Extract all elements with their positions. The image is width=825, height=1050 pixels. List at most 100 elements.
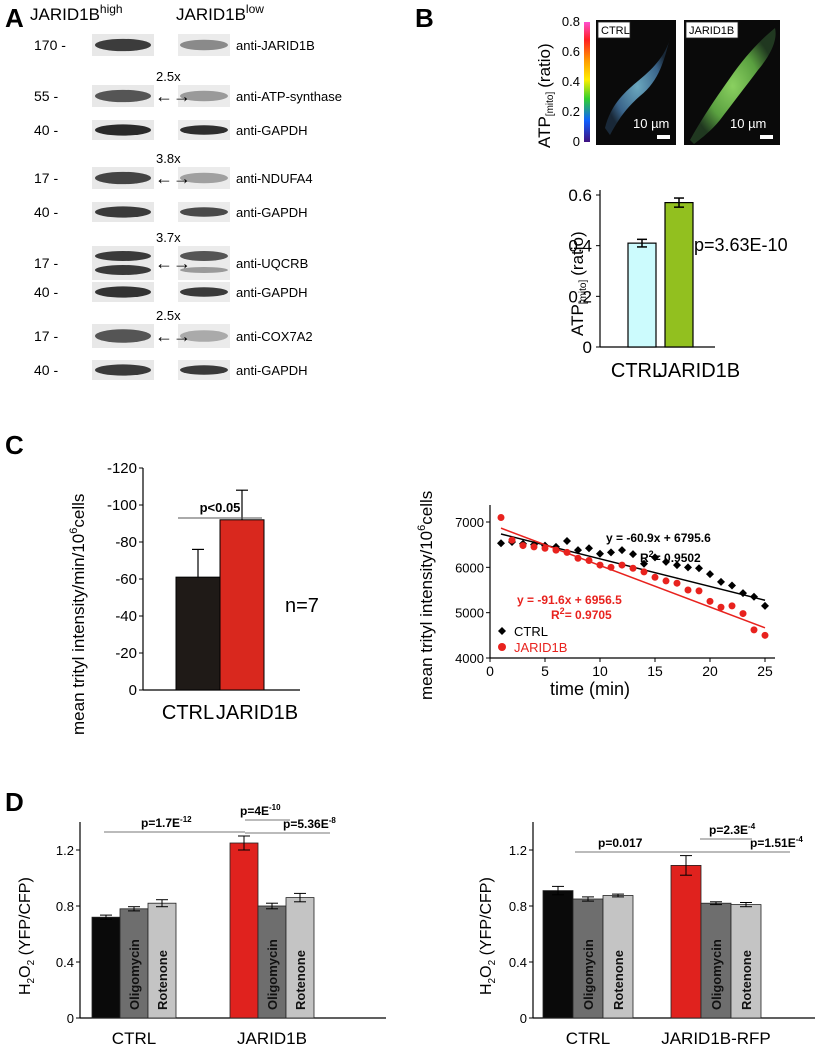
blot-band-low xyxy=(180,251,228,261)
molecular-weight-label: 17 - xyxy=(34,255,58,271)
data-point-jarid1b xyxy=(596,561,604,569)
x-category-label: CTRL xyxy=(162,702,214,724)
blot-band-low xyxy=(180,125,228,135)
blot-band-high xyxy=(95,124,151,136)
blot-band-high xyxy=(95,206,151,218)
y-axis-label-unit: (YFP/CFP) xyxy=(478,877,495,960)
blot-band-low xyxy=(180,90,228,102)
y-axis-label-sup: 6 xyxy=(416,525,428,531)
colorbar-tick-label: 0.2 xyxy=(562,104,580,119)
data-point-jarid1b xyxy=(585,557,593,565)
significance-exponent: -10 xyxy=(269,803,281,812)
data-point-ctrl xyxy=(662,557,670,566)
significance-exponent: -4 xyxy=(748,822,756,831)
y-axis-label-end: cells xyxy=(69,494,88,528)
data-point-ctrl xyxy=(717,577,725,586)
y-tick-label: -120 xyxy=(107,460,137,477)
data-point-ctrl xyxy=(585,544,593,553)
bar xyxy=(285,897,315,1019)
fold-change-label: 2.5x xyxy=(156,69,181,84)
data-point-jarid1b xyxy=(508,536,516,544)
n-label: n=7 xyxy=(285,595,319,617)
y-tick-label: 0.6 xyxy=(568,186,592,205)
data-point-ctrl xyxy=(651,553,659,562)
blot-band-high xyxy=(95,38,151,52)
bar xyxy=(257,905,287,1019)
y-tick-label: 5000 xyxy=(455,606,484,621)
y-tick-label: -60 xyxy=(115,571,137,588)
x-category-label: JARID1B-RFP xyxy=(661,1029,771,1048)
significance-base: p=2.3E xyxy=(709,823,748,837)
bar xyxy=(627,242,657,348)
r-sup: 2 xyxy=(649,549,654,559)
fold-change-arrow: ←→ xyxy=(155,86,191,106)
y-tick-label: 1.2 xyxy=(56,843,74,858)
blot-band-high xyxy=(95,171,151,185)
blot-band-high xyxy=(95,265,151,275)
bar-inside-label: Oligomycin xyxy=(127,939,142,1010)
data-point-jarid1b xyxy=(706,597,714,605)
x-category-label: JARID1B xyxy=(216,702,298,724)
y-tick-label: 0.4 xyxy=(56,955,74,970)
molecular-weight-label: 55 - xyxy=(34,88,58,104)
y-axis-label: mean trityl intensity/min/106cells xyxy=(68,494,88,735)
x-category-label: JARID1B xyxy=(658,360,740,382)
regression-line xyxy=(500,527,766,629)
blot-antibody-label: anti-ATP-synthase xyxy=(236,89,342,104)
colorbar-tick-label: 0.4 xyxy=(562,74,580,89)
molecular-weight-label: 40 - xyxy=(34,362,58,378)
bar-inside-label: Rotenone xyxy=(155,950,170,1010)
significance-base: p=4E xyxy=(240,804,269,818)
data-point-jarid1b xyxy=(695,587,703,595)
bar-inside-label: Rotenone xyxy=(611,950,626,1010)
colorbar-tick-label: 0.6 xyxy=(562,44,580,59)
bar-inside-label: Oligomycin xyxy=(709,939,724,1010)
blot-antibody-label: anti-JARID1B xyxy=(236,38,315,53)
panel-b-atp-imaging: ATP[mito] (ratio) 0.8 0.6 0.4 0.2 0 CTRL 10 µ… xyxy=(535,14,788,382)
bar-inside-label: Oligomycin xyxy=(265,939,280,1010)
bar xyxy=(91,916,121,1019)
y-axis-label-sub1: 2 xyxy=(487,977,498,983)
data-point-ctrl xyxy=(728,581,736,590)
image-jarid1b-label: JARID1B xyxy=(689,25,734,37)
y-axis-label-o: O xyxy=(478,965,495,977)
x-tick-label: 0 xyxy=(486,663,494,679)
blot-antibody-label: anti-NDUFA4 xyxy=(236,171,313,186)
data-point-jarid1b xyxy=(728,602,736,610)
blot-antibody-label: anti-GAPDH xyxy=(236,363,308,378)
legend-label-jarid1b: JARID1B xyxy=(514,640,567,655)
fold-change-label: 2.5x xyxy=(156,308,181,323)
r-squared-ctrl: R2= 0.9502 xyxy=(640,549,701,565)
significance-base: p=5.36E xyxy=(283,817,329,831)
data-point-ctrl xyxy=(684,563,692,572)
bar xyxy=(700,902,732,1019)
x-category-label: CTRL xyxy=(566,1029,610,1048)
bar xyxy=(175,576,221,691)
y-tick-label: 1.2 xyxy=(509,843,527,858)
data-point-ctrl xyxy=(607,548,615,557)
significance-base: p=1.7E xyxy=(141,816,180,830)
data-point-ctrl xyxy=(629,550,637,559)
r-letter: R xyxy=(551,608,560,622)
column-header-high: JARID1Bhigh xyxy=(30,2,123,24)
y-axis-label-main: ATP xyxy=(568,304,587,336)
equation-ctrl: y = -60.9x + 6795.6 xyxy=(606,531,711,545)
image-jarid1b-label-box xyxy=(685,21,739,39)
molecular-weight-label: 40 - xyxy=(34,284,58,300)
y-axis-label-sub: [mito] xyxy=(578,280,589,305)
bar xyxy=(730,904,762,1019)
data-point-jarid1b xyxy=(717,603,725,611)
data-point-jarid1b xyxy=(629,564,637,572)
panel-letter-a: A xyxy=(5,3,24,33)
fold-change-label: 3.8x xyxy=(156,151,181,166)
data-point-jarid1b xyxy=(574,554,582,562)
blot-band-low xyxy=(180,172,228,184)
y-tick-label: -40 xyxy=(115,608,137,625)
x-category-label: CTRL xyxy=(112,1029,156,1048)
significance-label: p=4E-10 xyxy=(240,803,281,818)
blot-antibody-label: anti-COX7A2 xyxy=(236,329,313,344)
blot-antibody-label: anti-GAPDH xyxy=(236,205,308,220)
data-point-ctrl xyxy=(563,537,571,546)
